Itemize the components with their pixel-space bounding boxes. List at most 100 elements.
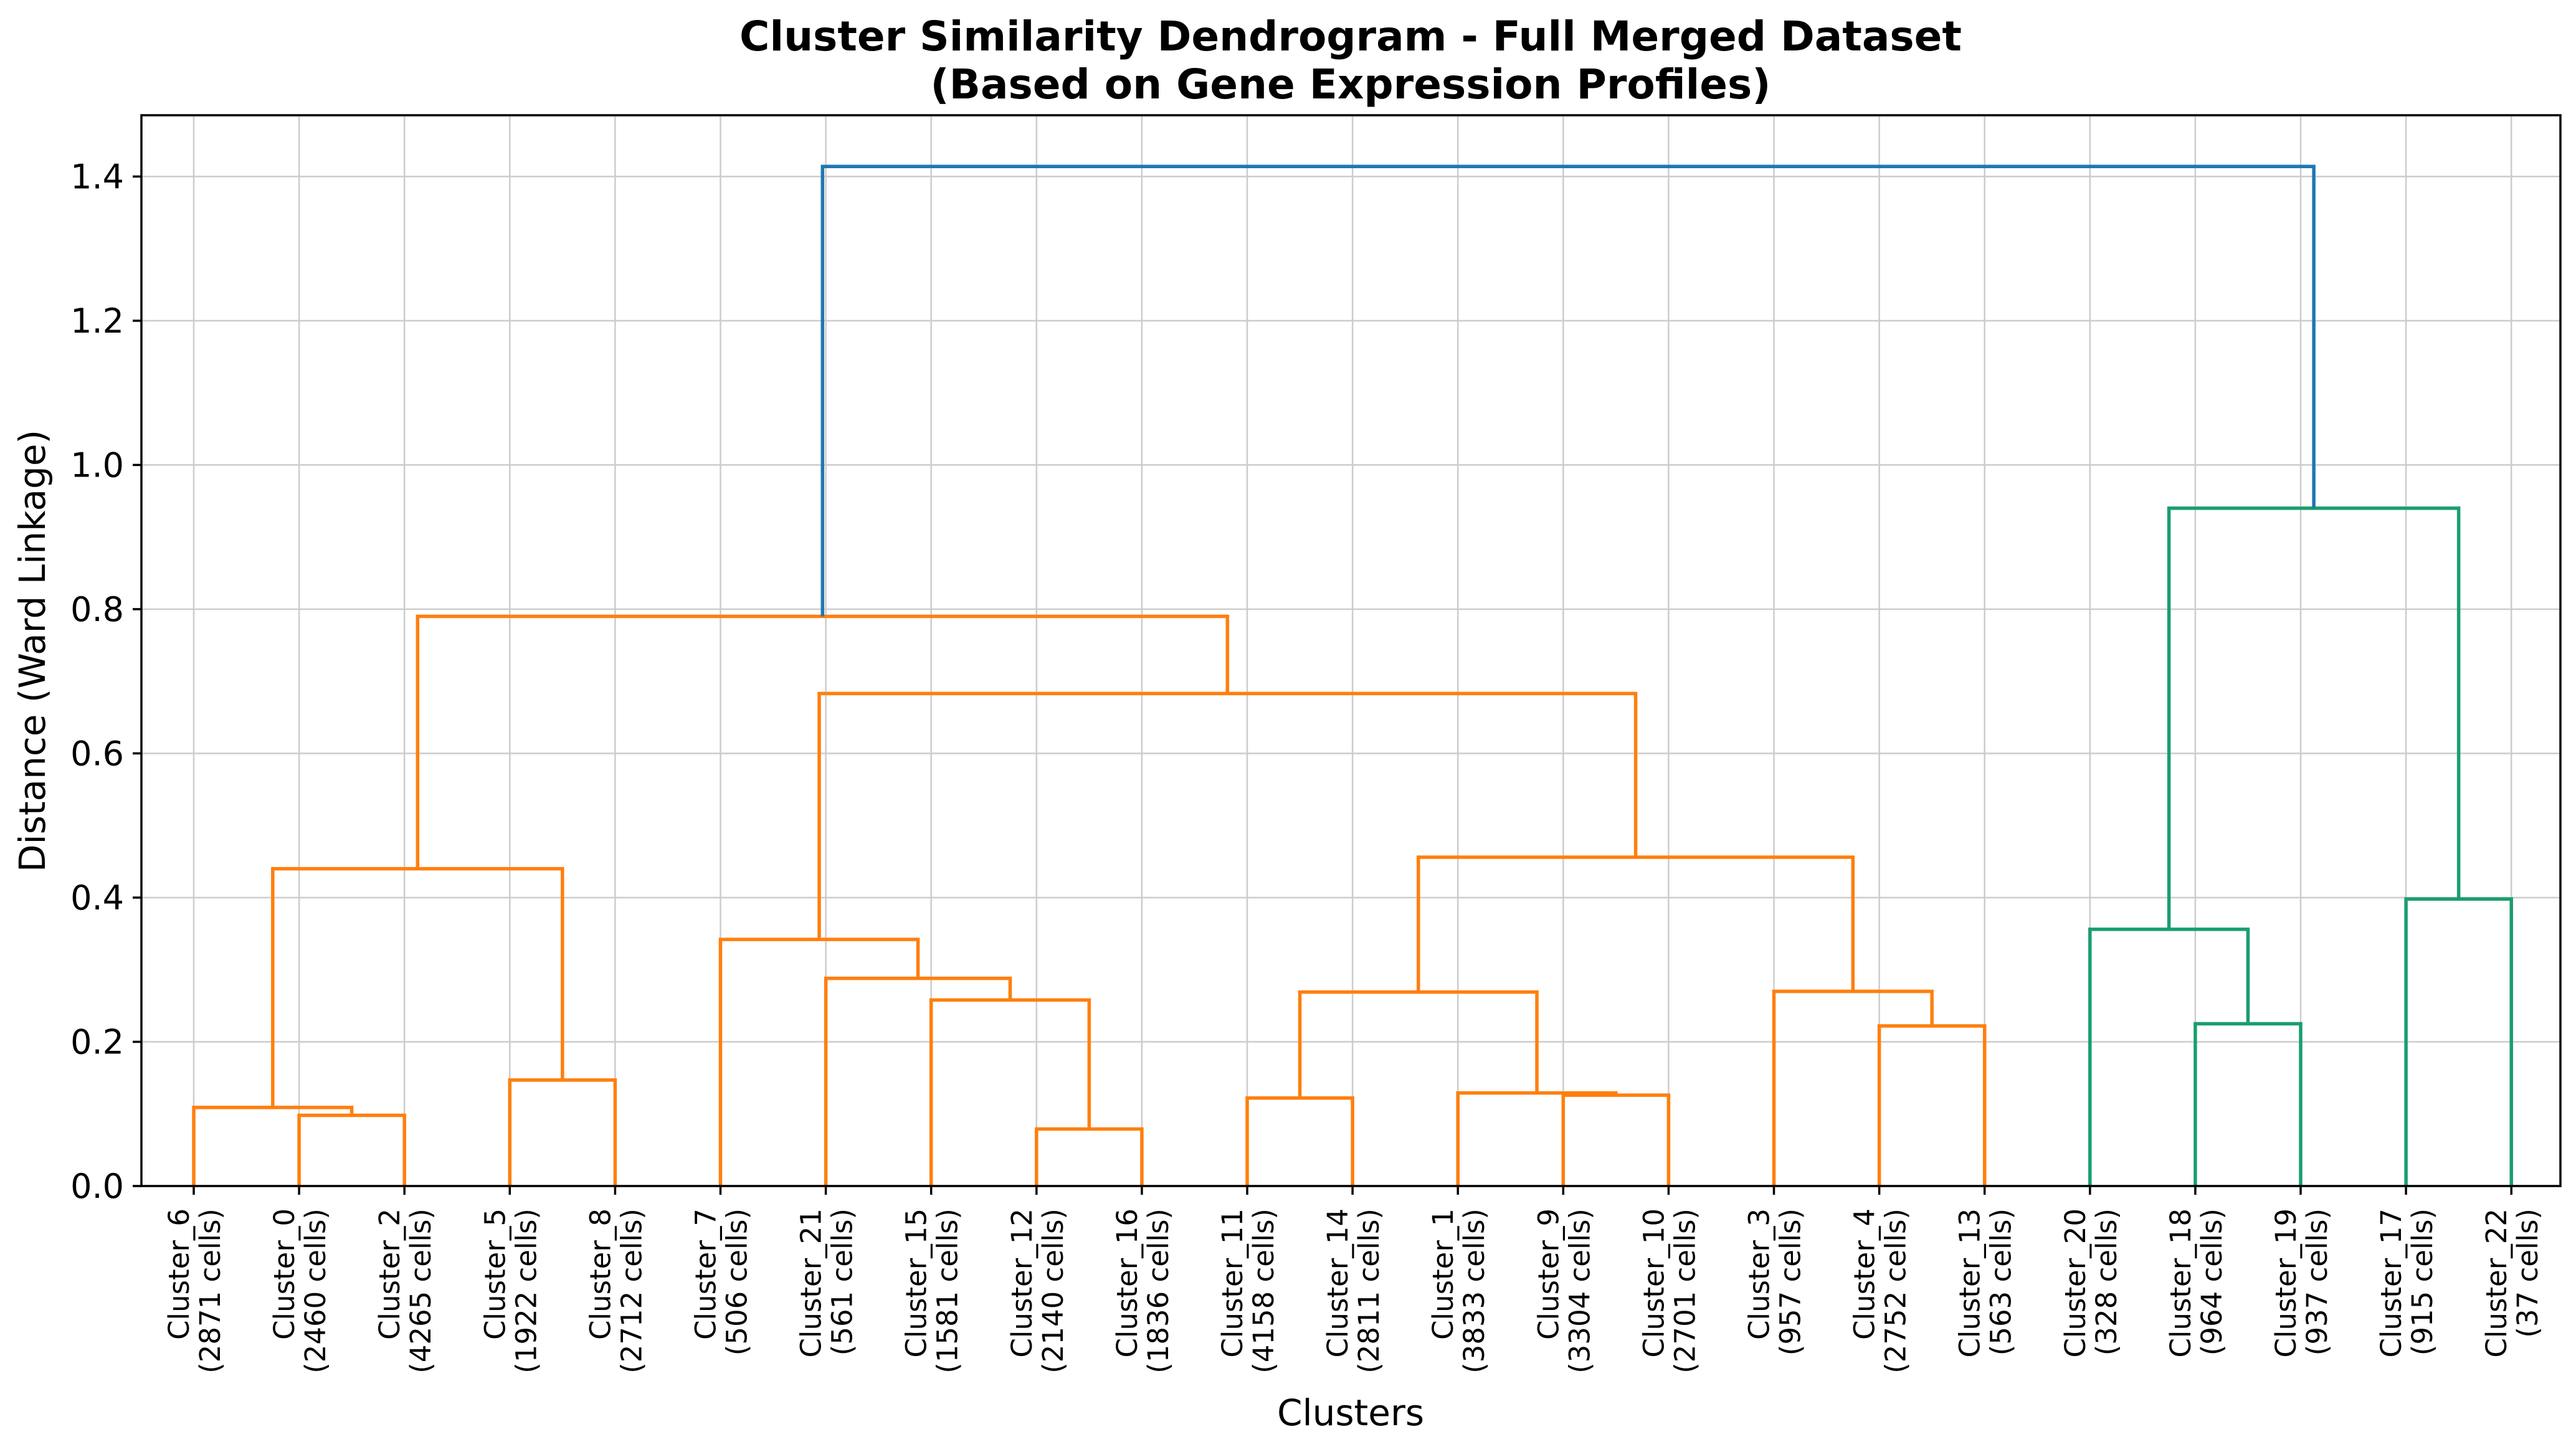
leaf-label-cluster-9: Cluster_9(3304 cells): [1532, 1208, 1596, 1374]
x-axis-label: Clusters: [1277, 1392, 1424, 1434]
dendrogram-link-m18: [2193, 1022, 2303, 1186]
leaf-name: Cluster_17: [2375, 1208, 2408, 1357]
dendrogram-link-m9: [1245, 1096, 1354, 1186]
leaf-label-cluster-18: Cluster_18(964 cells): [2164, 1208, 2228, 1357]
leaf-cell-count: (2460 cells): [299, 1208, 332, 1374]
dendrogram-link-m21: [2167, 506, 2461, 929]
dendrogram-link-m11: [1456, 1091, 1618, 1186]
leaf-name: Cluster_5: [478, 1208, 511, 1340]
leaf-name: Cluster_19: [2269, 1208, 2303, 1357]
leaf-label-cluster-12: Cluster_12(2140 cells): [1005, 1208, 1070, 1374]
leaf-name: Cluster_12: [1005, 1208, 1038, 1357]
dendrogram-link-m19: [2088, 928, 2250, 1186]
leaf-label-cluster-4: Cluster_4(2752 cells): [1848, 1208, 1913, 1374]
leaf-cell-count: (4265 cells): [404, 1208, 437, 1374]
leaf-cell-count: (4158 cells): [1247, 1208, 1280, 1374]
y-axis-ticks: 0.0 0.2 0.4 0.6 0.8 1.0 1.2 1.4: [70, 157, 141, 1206]
leaf-label-cluster-2: Cluster_2(4265 cells): [373, 1208, 437, 1374]
leaf-cell-count: (1836 cells): [1142, 1208, 1175, 1374]
leaf-cell-count: (2140 cells): [1037, 1208, 1070, 1374]
leaf-cell-count: (328 cells): [2090, 1208, 2123, 1355]
dendrogram-link-m15: [1417, 855, 1855, 992]
leaf-label-cluster-3: Cluster_3(957 cells): [1743, 1208, 1807, 1355]
leaf-name: Cluster_16: [1111, 1208, 1144, 1357]
leaf-label-cluster-11: Cluster_11(4158 cells): [1216, 1208, 1280, 1374]
dendrogram-link-m17: [416, 614, 1230, 869]
x-axis-leaf-labels: Cluster_6(2871 cells) Cluster_0(2460 cell…: [163, 1186, 2544, 1374]
dendrogram-link-m12: [1298, 990, 1539, 1098]
leaf-label-cluster-22: Cluster_22(37 cells): [2480, 1208, 2544, 1357]
dendrogram-link-m13: [1877, 1024, 1987, 1186]
leaf-name: Cluster_4: [1848, 1208, 1881, 1340]
leaf-label-cluster-15: Cluster_15(1581 cells): [900, 1208, 964, 1374]
leaf-cell-count: (964 cells): [2195, 1208, 2228, 1355]
leaf-name: Cluster_15: [900, 1208, 933, 1357]
leaf-label-cluster-20: Cluster_20(328 cells): [2059, 1208, 2123, 1357]
dendrogram-link-m14: [1772, 989, 1934, 1186]
leaf-cell-count: (2871 cells): [194, 1208, 227, 1374]
leaf-cell-count: (2811 cells): [1352, 1208, 1385, 1374]
y-tick-label: 0.8: [70, 590, 124, 629]
leaf-cell-count: (937 cells): [2301, 1208, 2334, 1355]
leaf-cell-count: (506 cells): [721, 1208, 754, 1355]
y-tick-label: 1.2: [70, 301, 124, 341]
y-tick-label: 0.4: [70, 878, 124, 918]
dendrogram-link-m6: [929, 998, 1091, 1186]
y-tick-label: 0.0: [70, 1167, 124, 1206]
leaf-cell-count: (2752 cells): [1880, 1208, 1913, 1374]
leaf-name: Cluster_1: [1427, 1208, 1460, 1340]
leaf-cell-count: (37 cells): [2511, 1208, 2544, 1338]
leaf-cell-count: (915 cells): [2406, 1208, 2439, 1355]
leaf-name: Cluster_6: [163, 1208, 196, 1340]
dendrogram-link-m2: [192, 1106, 354, 1186]
y-tick-label: 0.6: [70, 734, 124, 773]
leaf-name: Cluster_0: [268, 1208, 301, 1340]
leaf-label-cluster-1: Cluster_1(3833 cells): [1427, 1208, 1491, 1374]
leaf-name: Cluster_3: [1743, 1208, 1776, 1340]
leaf-name: Cluster_11: [1216, 1208, 1249, 1357]
y-tick-label: 0.2: [70, 1022, 124, 1061]
leaf-cell-count: (2712 cells): [615, 1208, 648, 1374]
dendrogram-link-m4: [271, 866, 564, 1108]
chart-subtitle: (Based on Gene Expression Profiles): [931, 60, 1771, 108]
leaf-cell-count: (3304 cells): [1563, 1208, 1596, 1374]
y-axis-label: Distance (Ward Linkage): [11, 430, 54, 872]
dendrogram-link-m22: [820, 164, 2316, 617]
dendrogram-link-m16: [817, 691, 1638, 940]
y-tick-label: 1.0: [70, 445, 124, 485]
dendrogram-link-m8: [718, 937, 920, 1186]
leaf-cell-count: (957 cells): [1774, 1208, 1807, 1355]
leaf-cell-count: (3833 cells): [1458, 1208, 1491, 1374]
dendrogram-link-m3: [508, 1078, 617, 1186]
leaf-label-cluster-10: Cluster_10(2701 cells): [1637, 1208, 1701, 1374]
leaf-cell-count: (561 cells): [826, 1208, 859, 1355]
dendrogram-link-m10: [1561, 1093, 1671, 1186]
leaf-label-cluster-8: Cluster_8(2712 cells): [584, 1208, 648, 1374]
leaf-name: Cluster_22: [2480, 1208, 2513, 1357]
leaf-cell-count: (2701 cells): [1668, 1208, 1701, 1374]
leaf-label-cluster-6: Cluster_6(2871 cells): [163, 1208, 227, 1374]
leaf-label-cluster-19: Cluster_19(937 cells): [2269, 1208, 2334, 1357]
leaf-label-cluster-13: Cluster_13(563 cells): [1954, 1208, 2018, 1357]
leaf-name: Cluster_8: [584, 1208, 617, 1340]
plot-frame: [140, 114, 2562, 1187]
dendrogram-link-m5: [1035, 1127, 1144, 1186]
dendrogram-links: [192, 164, 2513, 1186]
leaf-label-cluster-7: Cluster_7(506 cells): [690, 1208, 754, 1355]
leaf-label-cluster-17: Cluster_17(915 cells): [2375, 1208, 2439, 1357]
leaf-label-cluster-0: Cluster_0(2460 cells): [268, 1208, 332, 1374]
leaf-label-cluster-14: Cluster_14(2811 cells): [1321, 1208, 1385, 1374]
leaf-name: Cluster_14: [1321, 1208, 1354, 1357]
leaf-cell-count: (1581 cells): [931, 1208, 964, 1374]
leaf-label-cluster-21: Cluster_21(561 cells): [795, 1208, 859, 1357]
leaf-name: Cluster_21: [795, 1208, 828, 1357]
leaf-name: Cluster_2: [373, 1208, 406, 1340]
leaf-name: Cluster_13: [1954, 1208, 1987, 1357]
leaf-label-cluster-5: Cluster_5(1922 cells): [478, 1208, 543, 1374]
leaf-name: Cluster_20: [2059, 1208, 2092, 1357]
dendrogram-link-m1: [297, 1113, 406, 1186]
chart-title: Cluster Similarity Dendrogram - Full Mer…: [739, 12, 1962, 60]
leaf-cell-count: (563 cells): [1985, 1208, 2018, 1355]
leaf-name: Cluster_7: [690, 1208, 723, 1340]
